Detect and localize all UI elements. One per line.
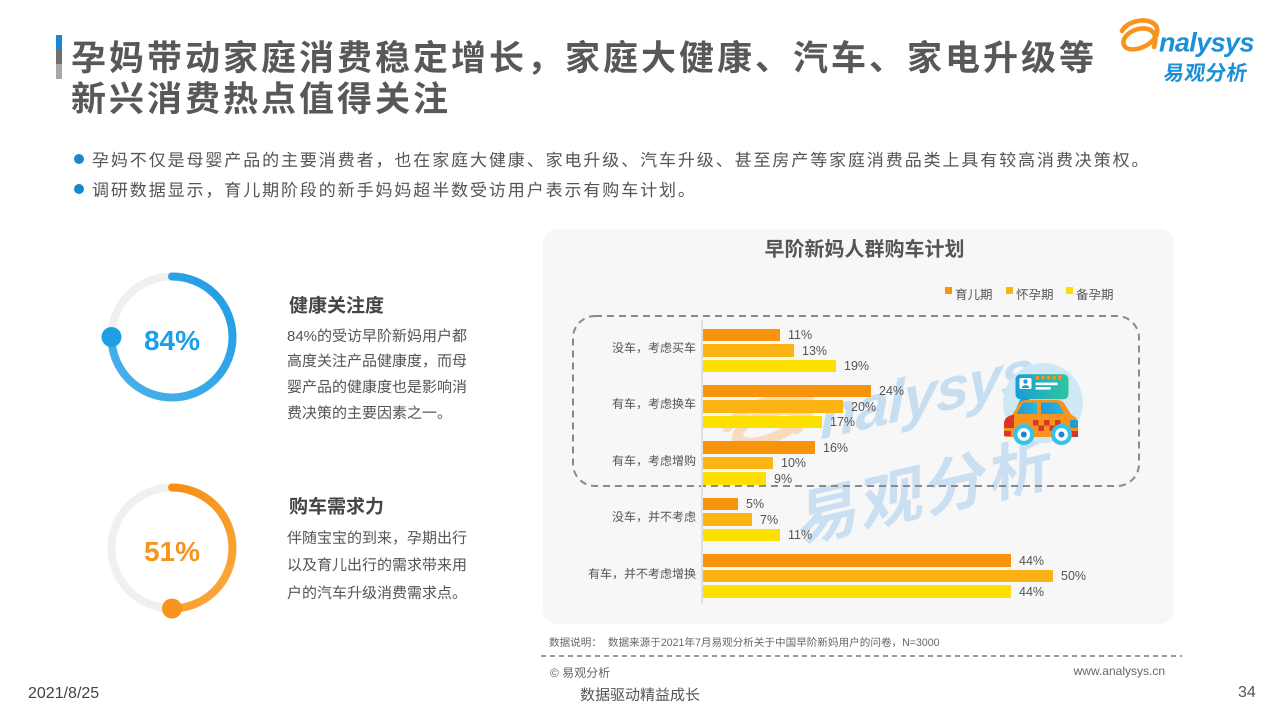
svg-text:51%: 51% [144,536,200,567]
svg-text:nalysys: nalysys [1159,28,1254,58]
svg-text:易观分析: 易观分析 [1162,62,1249,84]
svg-text:84%: 84% [144,325,200,356]
